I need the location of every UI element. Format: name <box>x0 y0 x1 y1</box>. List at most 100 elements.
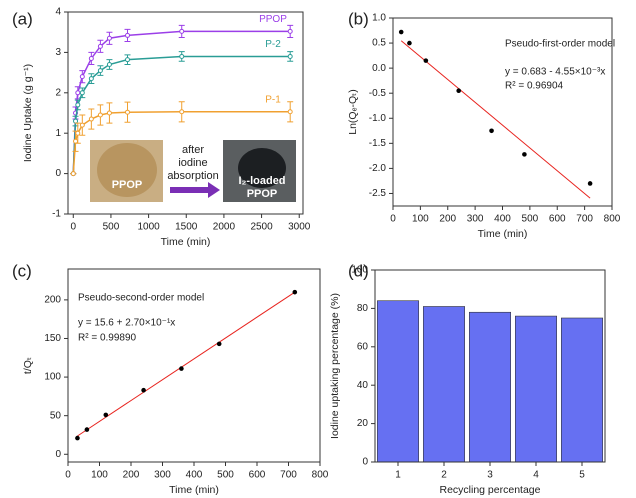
x-tick-label: 5 <box>579 470 585 481</box>
y-axis-label: Ln(Qₑ-Qₜ) <box>347 89 359 135</box>
x-tick-label: 300 <box>467 214 484 225</box>
y-tick-label: 20 <box>357 418 369 429</box>
y-tick-label: -1.0 <box>369 113 387 124</box>
annotation: Pseudo-first-order model <box>505 39 615 50</box>
point <box>489 128 494 134</box>
y-tick-label: -1.5 <box>369 138 387 149</box>
y-tick-label: -1 <box>52 209 61 220</box>
point <box>106 62 112 68</box>
x-tick-label: 4 <box>533 470 539 481</box>
y-tick-label: 4 <box>55 7 61 18</box>
point <box>456 88 462 93</box>
point <box>292 289 298 295</box>
inset: PPOP after iodine absorption I₂-loaded P… <box>90 140 296 202</box>
x-tick-label: 500 <box>103 222 120 233</box>
point <box>75 435 80 441</box>
x-tick-label: 1 <box>395 470 401 481</box>
y-axis-label: Iodine uptaking percentage (%) <box>329 293 341 439</box>
series-line <box>72 55 291 174</box>
x-tick-label: 800 <box>604 214 621 225</box>
x-tick-label: 700 <box>576 214 593 225</box>
point <box>88 55 94 61</box>
point <box>522 152 527 157</box>
y-tick-label: 80 <box>357 303 369 314</box>
point <box>179 53 185 59</box>
point <box>287 53 293 59</box>
point <box>79 74 85 80</box>
x-tick-label: 400 <box>494 214 511 225</box>
plot-frame <box>67 268 321 463</box>
x-tick-label: 1000 <box>137 222 160 233</box>
x-tick-label: 600 <box>549 214 566 225</box>
x-axis-label: Time (min) <box>478 228 528 240</box>
inset-label: PPOP <box>247 188 278 200</box>
x-axis-label: Time (min) <box>169 484 219 496</box>
y-tick-label: 0 <box>362 457 368 468</box>
point <box>103 412 109 418</box>
x-tick-label: 3 <box>487 470 493 481</box>
y-tick-label: 1.0 <box>372 13 386 24</box>
fit-line <box>400 40 591 199</box>
point <box>97 68 103 74</box>
x-tick-label: 0 <box>70 222 76 233</box>
plot-frame <box>67 11 304 215</box>
y-axis-label: Iodine Uptake (g g⁻¹) <box>22 64 34 162</box>
point <box>216 341 222 347</box>
point <box>141 387 146 393</box>
point <box>106 110 112 116</box>
inset-label: PPOP <box>112 179 143 191</box>
point <box>179 28 185 34</box>
annotation: R² = 0.96904 <box>505 81 564 92</box>
x-tick-label: 200 <box>123 470 140 481</box>
series-label: P-1 <box>265 94 281 105</box>
point <box>75 102 81 108</box>
series-label: P-2 <box>265 39 281 50</box>
x-axis-label: Recycling percentage <box>440 484 541 496</box>
y-tick-label: 1 <box>55 128 61 139</box>
x-tick-label: 2500 <box>250 222 273 233</box>
x-tick-label: 800 <box>312 470 329 481</box>
x-tick-label: 0 <box>65 470 71 481</box>
x-tick-label: 3000 <box>288 222 311 233</box>
panel-label: (b) <box>348 9 369 28</box>
x-tick-label: 500 <box>217 470 234 481</box>
y-tick-label: 0.5 <box>372 38 386 49</box>
series-label: PPOP <box>259 14 287 25</box>
y-tick-label: -0.5 <box>369 88 387 99</box>
point <box>179 366 184 371</box>
panel-label: (a) <box>12 9 33 28</box>
point <box>106 35 112 41</box>
y-tick-label: 0 <box>55 449 61 460</box>
x-tick-label: 2000 <box>213 222 236 233</box>
x-tick-label: 100 <box>91 470 108 481</box>
point <box>73 118 79 124</box>
y-tick-label: 0 <box>55 168 61 179</box>
y-tick-label: -2.5 <box>369 188 387 199</box>
point <box>84 427 90 432</box>
inset-label: iodine <box>178 157 207 169</box>
photo-sample <box>97 143 157 197</box>
panel-label: (c) <box>12 261 32 280</box>
x-axis-label: Time (min) <box>161 236 211 248</box>
point <box>398 29 404 35</box>
x-tick-label: 500 <box>522 214 539 225</box>
point <box>179 109 185 115</box>
panel-label: (d) <box>348 261 369 280</box>
x-tick-label: 400 <box>186 470 203 481</box>
x-tick-label: 100 <box>412 214 429 225</box>
annotation: y = 15.6 + 2.70×10⁻¹x <box>78 318 175 329</box>
y-tick-label: 50 <box>50 410 62 421</box>
y-tick-label: 100 <box>351 265 368 276</box>
point <box>88 116 94 122</box>
y-tick-label: 100 <box>44 372 61 383</box>
y-tick-label: 200 <box>44 295 61 306</box>
inset-label: after <box>182 144 204 156</box>
x-tick-label: 600 <box>249 470 266 481</box>
point <box>79 90 85 96</box>
y-axis-label: t/Qₜ <box>22 357 34 374</box>
point <box>287 109 293 115</box>
point <box>423 58 429 63</box>
bar <box>468 311 511 463</box>
series-line <box>72 111 291 174</box>
y-tick-label: 3 <box>55 47 61 58</box>
